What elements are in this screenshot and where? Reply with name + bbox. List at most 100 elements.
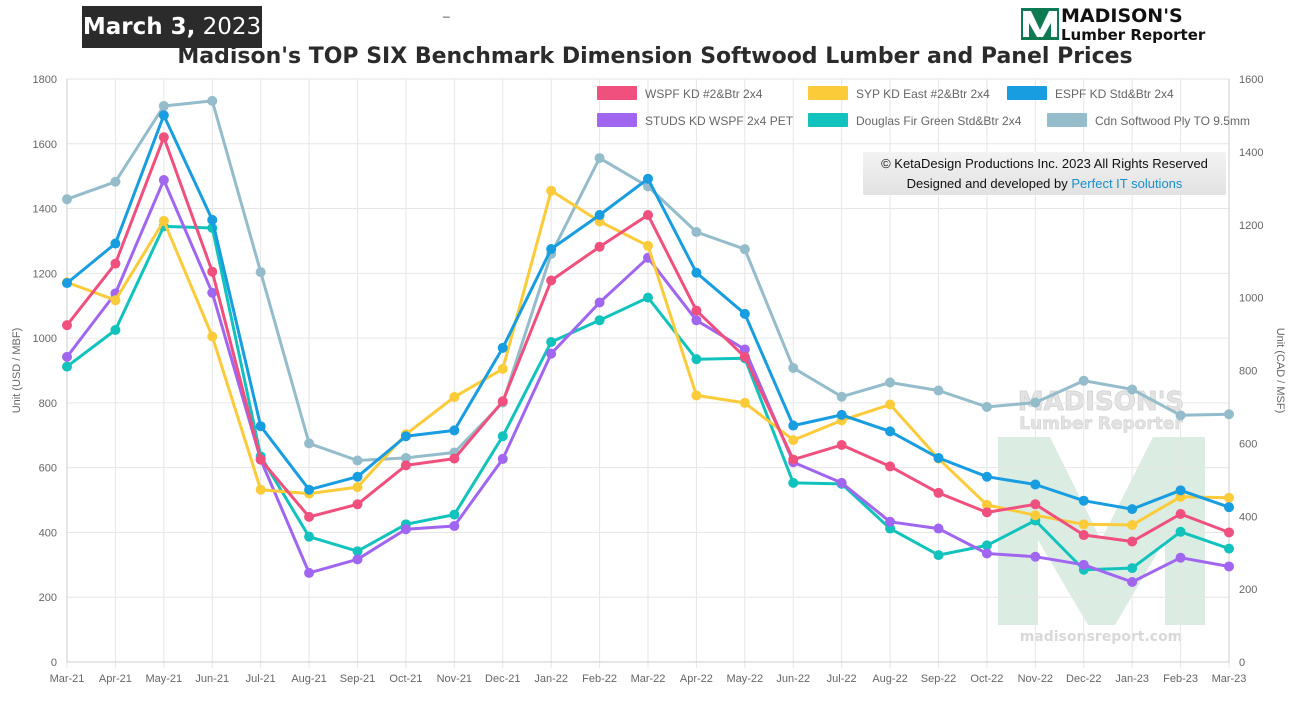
data-point[interactable] [62, 320, 72, 331]
data-point[interactable] [1127, 384, 1138, 395]
data-point[interactable] [981, 507, 992, 518]
data-point[interactable] [207, 214, 218, 225]
data-point[interactable] [739, 397, 750, 408]
data-point[interactable] [304, 567, 315, 578]
data-point[interactable] [1078, 519, 1089, 530]
data-point[interactable] [933, 487, 944, 498]
data-point[interactable] [546, 244, 557, 255]
data-point[interactable] [1175, 485, 1186, 496]
data-point[interactable] [788, 420, 799, 431]
data-point[interactable] [1175, 552, 1186, 563]
data-point[interactable] [400, 524, 411, 535]
data-point[interactable] [885, 399, 896, 410]
data-point[interactable] [1175, 526, 1186, 537]
data-point[interactable] [158, 132, 169, 143]
data-point[interactable] [255, 484, 266, 495]
data-point[interactable] [1224, 409, 1234, 420]
legend-item[interactable]: Cdn Softwood Ply TO 9.5mm [1047, 113, 1250, 128]
data-point[interactable] [497, 342, 508, 353]
data-point[interactable] [788, 454, 799, 465]
data-point[interactable] [643, 173, 653, 184]
data-point[interactable] [158, 175, 169, 186]
data-point[interactable] [836, 477, 847, 488]
data-point[interactable] [1224, 492, 1234, 503]
data-point[interactable] [1030, 499, 1041, 510]
data-point[interactable] [158, 110, 169, 121]
data-point[interactable] [643, 292, 653, 303]
data-point[interactable] [497, 396, 508, 407]
data-point[interactable] [110, 258, 121, 269]
data-point[interactable] [643, 240, 653, 251]
data-point[interactable] [788, 435, 799, 446]
data-point[interactable] [1224, 561, 1234, 572]
data-point[interactable] [546, 348, 557, 359]
data-point[interactable] [255, 454, 266, 465]
data-point[interactable] [207, 95, 218, 106]
data-point[interactable] [981, 499, 992, 510]
data-point[interactable] [885, 426, 896, 437]
data-point[interactable] [788, 362, 799, 373]
data-point[interactable] [1175, 410, 1186, 421]
data-point[interactable] [207, 287, 218, 298]
data-point[interactable] [400, 460, 411, 471]
data-point[interactable] [400, 431, 411, 442]
legend-item[interactable]: ESPF KD Std&Btr 2x4 [1007, 86, 1174, 101]
data-point[interactable] [885, 516, 896, 527]
data-point[interactable] [1127, 536, 1138, 547]
data-point[interactable] [933, 452, 944, 463]
data-point[interactable] [255, 421, 266, 432]
data-point[interactable] [304, 438, 315, 449]
data-point[interactable] [1127, 576, 1138, 587]
data-point[interactable] [836, 439, 847, 450]
data-point[interactable] [836, 409, 847, 420]
data-point[interactable] [546, 275, 557, 286]
data-point[interactable] [691, 227, 702, 238]
data-point[interactable] [207, 331, 218, 342]
data-point[interactable] [1127, 519, 1138, 530]
data-point[interactable] [739, 308, 750, 319]
data-point[interactable] [352, 546, 363, 557]
data-point[interactable] [885, 461, 896, 472]
legend-item[interactable]: SYP KD East #2&Btr 2x4 [808, 86, 990, 101]
data-point[interactable] [62, 194, 72, 205]
data-point[interactable] [304, 511, 315, 522]
data-point[interactable] [594, 297, 605, 308]
data-point[interactable] [110, 325, 121, 336]
data-point[interactable] [981, 471, 992, 482]
data-point[interactable] [1078, 559, 1089, 570]
data-point[interactable] [1078, 375, 1089, 386]
data-point[interactable] [449, 520, 460, 531]
data-point[interactable] [1030, 551, 1041, 562]
data-point[interactable] [981, 548, 992, 559]
data-point[interactable] [1224, 502, 1234, 513]
data-point[interactable] [739, 244, 750, 255]
data-point[interactable] [885, 377, 896, 388]
data-point[interactable] [449, 392, 460, 403]
data-point[interactable] [1127, 504, 1138, 515]
data-point[interactable] [62, 351, 72, 362]
data-point[interactable] [352, 455, 363, 466]
data-point[interactable] [400, 452, 411, 463]
data-point[interactable] [643, 210, 653, 221]
data-point[interactable] [497, 363, 508, 374]
data-point[interactable] [1030, 397, 1041, 408]
legend-item[interactable]: WSPF KD #2&Btr 2x4 [597, 86, 763, 101]
legend-item[interactable]: STUDS KD WSPF 2x4 PET [597, 113, 794, 128]
data-point[interactable] [739, 344, 750, 355]
data-point[interactable] [449, 425, 460, 436]
data-point[interactable] [933, 385, 944, 396]
data-point[interactable] [594, 210, 605, 221]
data-point[interactable] [1224, 543, 1234, 554]
data-point[interactable] [594, 315, 605, 326]
data-point[interactable] [352, 482, 363, 493]
data-point[interactable] [449, 453, 460, 464]
data-point[interactable] [304, 484, 315, 495]
data-point[interactable] [352, 499, 363, 510]
data-point[interactable] [981, 540, 992, 551]
data-point[interactable] [1030, 479, 1041, 490]
data-point[interactable] [1030, 510, 1041, 521]
data-point[interactable] [691, 315, 702, 326]
data-point[interactable] [255, 267, 266, 278]
data-point[interactable] [594, 153, 605, 164]
data-point[interactable] [304, 531, 315, 542]
